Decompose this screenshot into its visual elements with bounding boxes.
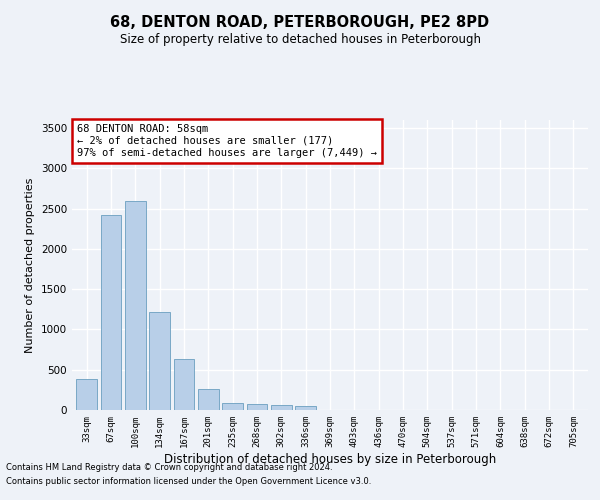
Bar — [271, 405, 292, 410]
Text: Contains public sector information licensed under the Open Government Licence v3: Contains public sector information licen… — [6, 477, 371, 486]
Bar — [149, 312, 170, 410]
Bar — [76, 378, 97, 410]
Bar — [247, 404, 268, 410]
Bar — [173, 359, 194, 410]
Y-axis label: Number of detached properties: Number of detached properties — [25, 178, 35, 352]
Text: 68 DENTON ROAD: 58sqm
← 2% of detached houses are smaller (177)
97% of semi-deta: 68 DENTON ROAD: 58sqm ← 2% of detached h… — [77, 124, 377, 158]
Text: Size of property relative to detached houses in Peterborough: Size of property relative to detached ho… — [119, 32, 481, 46]
X-axis label: Distribution of detached houses by size in Peterborough: Distribution of detached houses by size … — [164, 452, 496, 466]
Bar — [101, 215, 121, 410]
Text: 68, DENTON ROAD, PETERBOROUGH, PE2 8PD: 68, DENTON ROAD, PETERBOROUGH, PE2 8PD — [110, 15, 490, 30]
Bar — [295, 406, 316, 410]
Bar — [198, 390, 218, 410]
Text: Contains HM Land Registry data © Crown copyright and database right 2024.: Contains HM Land Registry data © Crown c… — [6, 464, 332, 472]
Bar — [222, 403, 243, 410]
Bar — [125, 200, 146, 410]
